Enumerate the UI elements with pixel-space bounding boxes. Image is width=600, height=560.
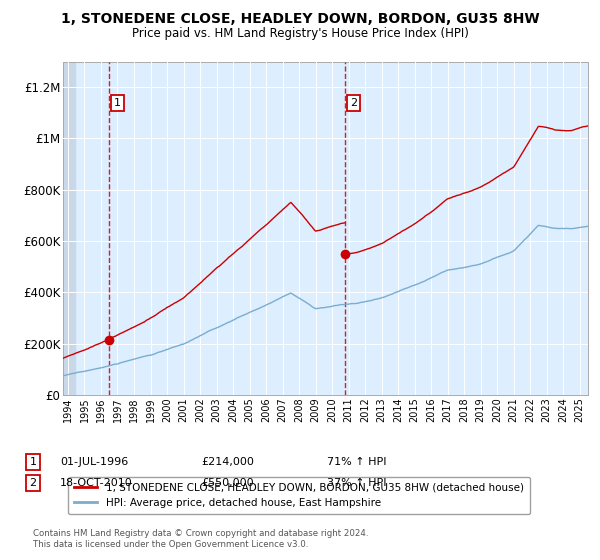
Text: £550,000: £550,000 (201, 478, 254, 488)
Text: Price paid vs. HM Land Registry's House Price Index (HPI): Price paid vs. HM Land Registry's House … (131, 27, 469, 40)
Text: 01-JUL-1996: 01-JUL-1996 (60, 457, 128, 467)
Text: 18-OCT-2010: 18-OCT-2010 (60, 478, 133, 488)
Text: £214,000: £214,000 (201, 457, 254, 467)
Text: 2: 2 (29, 478, 37, 488)
Text: 2: 2 (350, 98, 357, 108)
Text: 1: 1 (29, 457, 37, 467)
Bar (63, 62, 76, 395)
Text: Contains HM Land Registry data © Crown copyright and database right 2024.
This d: Contains HM Land Registry data © Crown c… (33, 529, 368, 549)
Text: 1: 1 (114, 98, 121, 108)
Text: 1, STONEDENE CLOSE, HEADLEY DOWN, BORDON, GU35 8HW: 1, STONEDENE CLOSE, HEADLEY DOWN, BORDON… (61, 12, 539, 26)
Text: 37% ↑ HPI: 37% ↑ HPI (327, 478, 386, 488)
Legend: 1, STONEDENE CLOSE, HEADLEY DOWN, BORDON, GU35 8HW (detached house), HPI: Averag: 1, STONEDENE CLOSE, HEADLEY DOWN, BORDON… (68, 477, 530, 514)
Text: 71% ↑ HPI: 71% ↑ HPI (327, 457, 386, 467)
